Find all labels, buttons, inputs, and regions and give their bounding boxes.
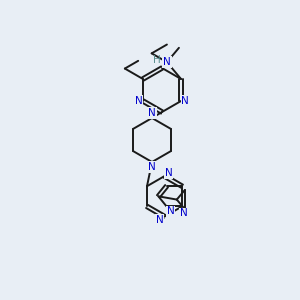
Text: N: N [156,214,164,225]
Text: N: N [165,168,172,178]
Text: N: N [135,96,143,106]
Text: H: H [153,55,161,65]
Text: N: N [167,206,174,216]
Text: N: N [148,162,156,172]
Text: N: N [148,108,156,118]
Text: N: N [181,96,189,106]
Text: N: N [180,208,188,218]
Text: N: N [163,57,171,67]
